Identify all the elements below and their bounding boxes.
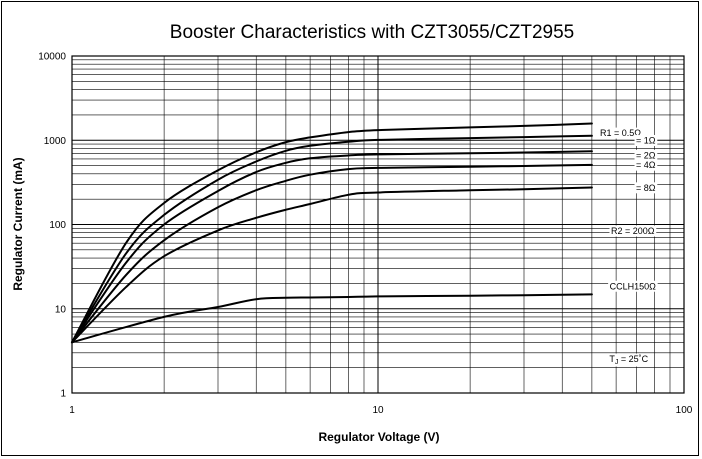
y-tick-label: 10 <box>55 304 67 315</box>
plot-border <box>71 55 685 394</box>
series-line-3 <box>71 163 593 344</box>
series-label-1-bg <box>634 135 658 147</box>
series-label-r1-0.5: R1 = 0.5Ω <box>600 128 641 138</box>
series-line-5 <box>71 293 593 344</box>
series-label-2: = 2Ω <box>636 150 656 160</box>
series-label-4: = 4Ω <box>636 160 656 170</box>
series-line-0 <box>71 122 593 344</box>
x-tick-label: 10 <box>372 405 384 416</box>
x-tick-label: 100 <box>676 405 693 416</box>
y-tick-label: 10000 <box>38 52 66 63</box>
tick-labels: 1 10 100 1 10 100 1000 10000 <box>38 52 693 417</box>
series-line-1 <box>71 134 593 344</box>
annotation-r2-bg <box>609 225 657 237</box>
series-lines <box>71 122 593 344</box>
series-label-r1-0.5-bg <box>598 127 643 139</box>
series-label-4-bg <box>634 159 658 171</box>
y-tick-label: 1 <box>60 389 66 400</box>
series-labels: R1 = 0.5Ω= 1Ω = 2Ω= 4Ω = 8Ω R2 = 200Ω CCLH15… <box>598 127 658 367</box>
series-label-8-bg <box>634 182 658 194</box>
chart-title: Booster Characteristics with CZT3055/CZT… <box>170 22 574 43</box>
y-tick-label: 100 <box>49 220 66 231</box>
series-label-2-bg <box>634 149 658 161</box>
x-tick-label: 1 <box>69 405 75 416</box>
annotation-tj-bg <box>607 353 651 367</box>
series-label-1: = 1Ω <box>636 136 656 146</box>
x-axis-label: Regulator Voltage (V) <box>318 430 439 444</box>
series-line-2 <box>71 150 593 344</box>
series-label-cclh150-bg <box>608 280 658 292</box>
series-line-4 <box>71 186 593 344</box>
y-tick-label: 1000 <box>44 136 67 147</box>
y-axis-label: Regulator Current (mA) <box>11 157 25 290</box>
annotation-r2: R2 = 200Ω <box>611 226 655 236</box>
annotation-tj: TJ = 25˚C <box>609 354 648 366</box>
series-label-8: = 8Ω <box>636 183 656 193</box>
series-label-cclh150: CCLH150Ω <box>610 281 657 291</box>
